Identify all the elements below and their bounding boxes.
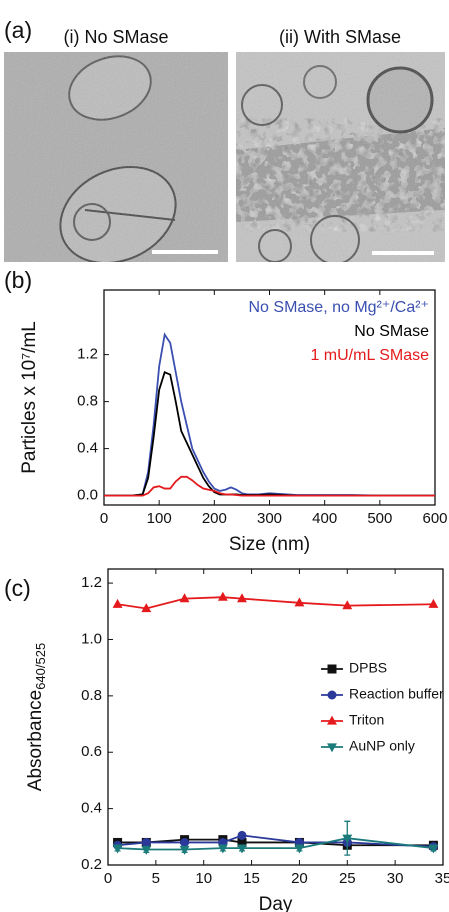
x-tick-label: 10: [195, 870, 212, 887]
x-tick-label: 35: [435, 870, 449, 887]
x-tick-label: 20: [291, 870, 308, 887]
legend-label: No SMase, no Mg²⁺/Ca²⁺: [249, 299, 430, 316]
marker: [180, 837, 190, 847]
x-tick-label: 0: [104, 870, 112, 887]
y-axis-label: Absorbance640/525: [25, 643, 48, 791]
x-axis-label: Size (nm): [229, 534, 310, 555]
marker: [141, 603, 152, 613]
x-tick-label: 30: [387, 870, 404, 887]
marker: [294, 844, 305, 854]
panel-label: (b): [4, 267, 32, 293]
legend-label: DPBS: [349, 660, 387, 676]
y-tick-label: 0.4: [77, 440, 98, 457]
panel-label: (c): [4, 575, 31, 601]
y-tick-label: 0.6: [81, 743, 102, 760]
marker: [112, 844, 123, 854]
y-tick-label: 1.0: [81, 630, 102, 647]
x-tick-label: 600: [422, 510, 447, 527]
series-line: [117, 596, 434, 610]
y-tick-label: 1.2: [81, 574, 102, 591]
x-tick-label: 15: [243, 870, 260, 887]
y-tick-label: 0.2: [81, 856, 102, 873]
marker: [342, 834, 353, 844]
marker: [179, 593, 190, 603]
x-tick-label: 25: [339, 870, 356, 887]
y-axis-label: Particles x 10⁷/mL: [19, 321, 40, 474]
y-axis-label-text: Absorbance: [25, 690, 46, 791]
marker: [327, 664, 337, 674]
marker: [237, 830, 247, 840]
marker: [428, 844, 439, 854]
y-tick-label: 0.8: [77, 393, 98, 410]
x-tick-label: 300: [257, 510, 282, 527]
caption: (ii) With SMase: [279, 27, 401, 47]
y-axis-label-subscript: 640/525: [33, 643, 48, 690]
micrograph: [236, 52, 445, 262]
x-tick-label: 0: [100, 510, 108, 527]
x-tick-label: 5: [152, 870, 160, 887]
marker: [217, 591, 228, 601]
y-tick-label: 0.4: [81, 800, 102, 817]
legend-label: Reaction buffer: [349, 686, 444, 702]
series-line: [104, 475, 435, 497]
y-tick-label: 0.8: [81, 687, 102, 704]
micrograph: [4, 52, 228, 262]
y-tick-label: 1.2: [77, 346, 98, 363]
series-line: [104, 332, 435, 497]
marker: [327, 690, 337, 700]
legend-label: AuNP only: [349, 738, 415, 754]
x-tick-label: 100: [147, 510, 172, 527]
marker: [428, 598, 439, 608]
plot-frame: [107, 568, 444, 866]
marker: [327, 715, 337, 725]
x-axis-label: Day: [259, 894, 293, 912]
marker: [217, 844, 228, 854]
caption: (i) No SMase: [63, 27, 168, 47]
marker: [342, 600, 353, 610]
series-line: [104, 371, 435, 497]
x-tick-label: 400: [312, 510, 337, 527]
marker: [141, 845, 152, 855]
y-tick-label: 0.0: [77, 487, 98, 504]
series-line: [117, 837, 434, 851]
series-line: [117, 834, 434, 848]
marker: [237, 593, 247, 603]
panel-label: (a): [4, 17, 32, 43]
legend-label: Triton: [349, 712, 384, 728]
y-axis-label-text: Particles x 10⁷/mL: [19, 321, 40, 474]
x-tick-label: 200: [202, 510, 227, 527]
legend-label: 1 mU/mL SMase: [310, 347, 429, 364]
marker: [294, 597, 305, 607]
marker: [327, 743, 337, 753]
x-tick-label: 500: [367, 510, 392, 527]
marker: [112, 598, 123, 608]
legend-label: No SMase: [354, 323, 429, 340]
marker: [237, 844, 247, 854]
marker: [141, 837, 151, 847]
marker: [179, 845, 190, 855]
